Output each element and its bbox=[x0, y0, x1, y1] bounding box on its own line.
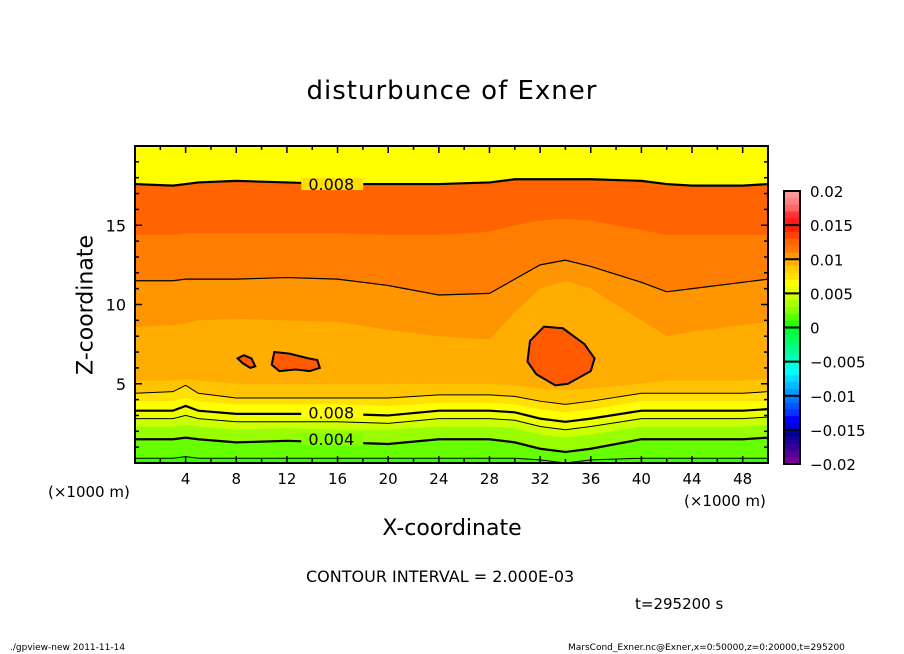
colorbar-swatch bbox=[784, 443, 800, 451]
y-axis-label: Z-coordinate bbox=[73, 235, 99, 375]
y-tick-label: 15 bbox=[106, 216, 126, 235]
colorbar-swatch bbox=[784, 225, 800, 233]
colorbar-swatch bbox=[784, 388, 800, 397]
colorbar-tick-label: −0.015 bbox=[810, 422, 866, 440]
maximum-contour bbox=[526, 325, 596, 387]
colorbar-swatch bbox=[784, 279, 800, 288]
x-tick-label: 36 bbox=[581, 470, 600, 488]
colorbar-swatch bbox=[784, 307, 800, 315]
contour-line-0.004 bbox=[135, 436, 769, 454]
x-tick-label: 48 bbox=[733, 470, 752, 488]
contour-line-0.013 bbox=[135, 259, 769, 296]
contour-label-gap bbox=[301, 178, 364, 191]
x-tick-label: 4 bbox=[181, 470, 191, 488]
contour-line-0.010 bbox=[134, 384, 769, 405]
y-tick-label: 10 bbox=[106, 296, 126, 315]
colorbar-swatch bbox=[784, 375, 800, 383]
colorbar-tick-label: −0.005 bbox=[810, 354, 866, 372]
x-tick-label: 16 bbox=[328, 470, 347, 488]
contour-label: 0.004 bbox=[308, 430, 354, 449]
colorbar-swatch bbox=[784, 361, 800, 369]
colorbar-swatch bbox=[784, 313, 800, 322]
colorbar-tick-label: 0.015 bbox=[810, 217, 853, 235]
colorbar-swatch bbox=[784, 429, 800, 438]
colorbar-swatch bbox=[784, 347, 800, 356]
contour-label-gap bbox=[301, 433, 364, 446]
colorbar-swatch bbox=[784, 211, 800, 219]
colorbar-tick-label: 0 bbox=[810, 320, 820, 338]
colorbar-swatch bbox=[784, 450, 800, 458]
band-fill-top bbox=[135, 146, 768, 186]
y-tick-label: 5 bbox=[116, 375, 126, 394]
colorbar-swatch bbox=[784, 259, 800, 267]
colorbar-swatch bbox=[784, 341, 800, 349]
colorbar-swatch bbox=[784, 436, 800, 445]
x-tick-label: 8 bbox=[232, 470, 242, 488]
chart-title: disturbunce of Exner bbox=[306, 76, 598, 106]
colorbar-swatch bbox=[784, 300, 800, 308]
x-tick-label: 40 bbox=[632, 470, 651, 488]
colorbar-tick-label: −0.02 bbox=[810, 456, 856, 474]
colorbar-swatch bbox=[784, 402, 800, 410]
maximum-contour bbox=[270, 350, 322, 373]
colorbar-swatch bbox=[784, 423, 800, 431]
contour-label: 0.008 bbox=[308, 175, 354, 194]
colorbar-swatch bbox=[784, 204, 800, 212]
x-tick-label: 24 bbox=[429, 470, 448, 488]
colorbar-swatch bbox=[784, 334, 800, 342]
colorbar-swatch bbox=[784, 238, 800, 247]
x-tick-label: 28 bbox=[480, 470, 499, 488]
colorbar-tick-label: 0.01 bbox=[810, 251, 843, 269]
colorbar-swatch bbox=[784, 266, 800, 274]
colorbar-swatch bbox=[784, 457, 800, 465]
x-axis-label: X-coordinate bbox=[382, 516, 522, 541]
contour-line-0.015 bbox=[134, 178, 769, 187]
contour-line-0.006 bbox=[135, 414, 769, 431]
colorbar-tick-label: −0.01 bbox=[810, 388, 856, 406]
time-annotation: t=295200 s bbox=[635, 595, 724, 613]
colorbar-tick-label: 0.02 bbox=[810, 183, 843, 201]
colorbar-swatch bbox=[784, 395, 800, 404]
colorbar-swatch bbox=[784, 286, 800, 294]
x-tick-label: 44 bbox=[682, 470, 701, 488]
colorbar-swatch bbox=[784, 354, 800, 363]
footer-right: MarsCond_Exner.nc@Exner,x=0:50000,z=0:20… bbox=[568, 643, 845, 653]
colorbar-swatch bbox=[784, 191, 800, 199]
colorbar-swatch bbox=[784, 293, 800, 301]
x-tick-label: 20 bbox=[379, 470, 398, 488]
colorbar-swatch bbox=[784, 327, 800, 335]
colorbar-swatch bbox=[784, 272, 800, 281]
colorbar-swatch bbox=[784, 416, 800, 424]
colorbar-swatch bbox=[784, 197, 800, 206]
contour-interval-text: CONTOUR INTERVAL = 2.000E-03 bbox=[306, 567, 575, 586]
colorbar-swatch bbox=[784, 231, 800, 240]
colorbar-swatch bbox=[784, 320, 800, 328]
colorbar-swatch bbox=[784, 382, 800, 390]
colorbar-swatch bbox=[784, 368, 800, 376]
x-axis-unit: (×1000 m) bbox=[684, 492, 766, 510]
colorbar-swatch bbox=[784, 218, 800, 226]
colorbar-tick-label: 0.005 bbox=[810, 285, 853, 303]
colorbar-swatch bbox=[784, 252, 800, 260]
x-tick-label: 32 bbox=[531, 470, 550, 488]
maximum-contour bbox=[235, 354, 257, 369]
contour-label: 0.008 bbox=[308, 403, 354, 422]
colorbar-swatch bbox=[784, 409, 800, 417]
colorbar-swatch bbox=[784, 245, 800, 253]
x-tick-label: 12 bbox=[277, 470, 296, 488]
contour-line-0.008 bbox=[135, 404, 769, 423]
contour-label-gap bbox=[301, 406, 364, 419]
footer-left: ./gpview-new 2011-11-14 bbox=[10, 643, 126, 653]
y-axis-unit: (×1000 m) bbox=[48, 483, 130, 501]
